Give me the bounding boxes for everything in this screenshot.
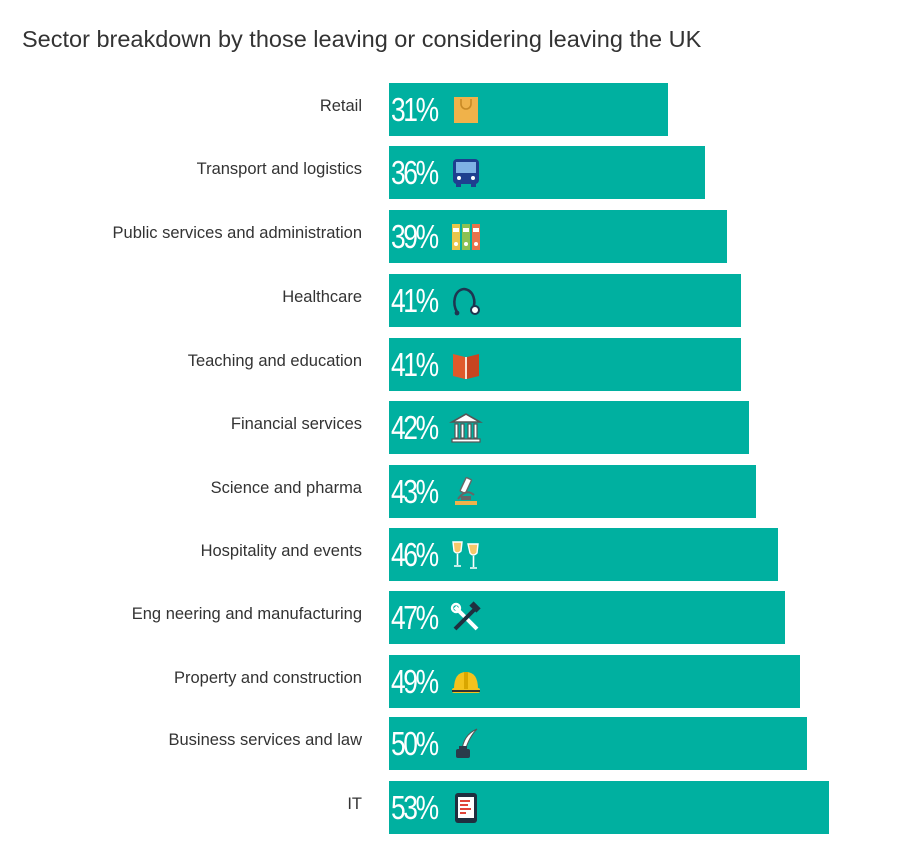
data-label: 46% [391, 536, 439, 573]
data-label: 43% [391, 473, 439, 510]
category-label: Retail [319, 97, 362, 115]
bar [389, 338, 742, 391]
category-label: IT [347, 795, 362, 813]
data-label: 47% [391, 599, 439, 636]
data-label: 50% [391, 725, 439, 762]
bar [389, 591, 786, 644]
bar [389, 717, 807, 770]
book-icon [449, 348, 483, 382]
bar [389, 528, 778, 581]
tablet-icon [449, 791, 483, 825]
data-label: 36% [391, 154, 439, 191]
stethoscope-icon [449, 284, 483, 318]
bus-icon [449, 156, 483, 190]
binders-icon [449, 220, 483, 254]
bar [389, 146, 705, 199]
data-label: 41% [391, 346, 439, 383]
category-label: Financial services [230, 415, 362, 433]
category-label: Transport and logistics [196, 160, 362, 178]
wine-glasses-icon [449, 538, 483, 572]
category-label: Eng neering and manufacturing [131, 605, 362, 623]
tools-icon [449, 601, 483, 635]
shopping-bag-icon [449, 93, 483, 127]
category-label: Hospitality and events [200, 542, 362, 560]
bar [389, 274, 742, 327]
bar [389, 465, 756, 518]
category-label: Science and pharma [210, 479, 362, 497]
data-label: 53% [391, 789, 439, 826]
bank-icon [449, 411, 483, 445]
category-label: Business services and law [168, 731, 362, 749]
data-label: 42% [391, 409, 439, 446]
data-label: 49% [391, 663, 439, 700]
category-label: Healthcare [282, 288, 362, 306]
microscope-icon [449, 475, 483, 509]
category-label: Teaching and education [187, 352, 362, 370]
data-label: 31% [391, 91, 439, 128]
category-label: Public services and administration [112, 224, 362, 242]
bar [389, 401, 749, 454]
hard-hat-icon [449, 665, 483, 699]
data-label: 41% [391, 282, 439, 319]
category-label: Property and construction [173, 669, 362, 687]
bar [389, 83, 669, 136]
chart-title: Sector breakdown by those leaving or con… [22, 26, 702, 52]
quill-ink-icon [449, 727, 483, 761]
bar [389, 210, 727, 263]
data-label: 39% [391, 218, 439, 255]
